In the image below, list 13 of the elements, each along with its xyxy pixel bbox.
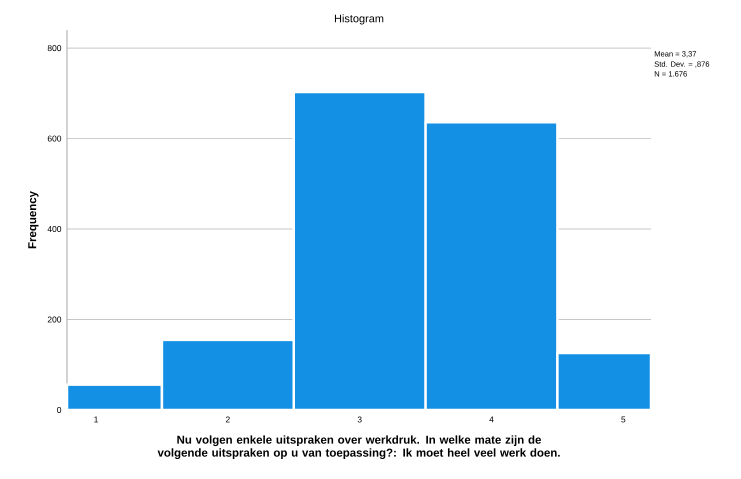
x-tick-label: 4 bbox=[489, 416, 494, 422]
x-tick-label: 2 bbox=[226, 416, 230, 422]
y-tick-label: 0 bbox=[57, 406, 62, 413]
y-tick-label: 600 bbox=[48, 136, 62, 142]
chart-title: Histogram bbox=[334, 14, 384, 24]
x-tick-label: 5 bbox=[621, 416, 626, 422]
x-tick-label: 3 bbox=[358, 416, 362, 422]
x-axis-title: Nu volgen enkele uitspraken over werkdruk. In welke mate zijn de volgende uitspraken op u van toepassing?: Ik moet heel veel werk doen. bbox=[158, 435, 560, 460]
y-tick-label: 400 bbox=[48, 226, 62, 232]
y-tick-label: 800 bbox=[48, 45, 62, 52]
y-axis-title: Frequency bbox=[28, 191, 39, 248]
y-tick-label: 200 bbox=[48, 316, 62, 323]
x-tick-label: 1 bbox=[94, 416, 98, 422]
